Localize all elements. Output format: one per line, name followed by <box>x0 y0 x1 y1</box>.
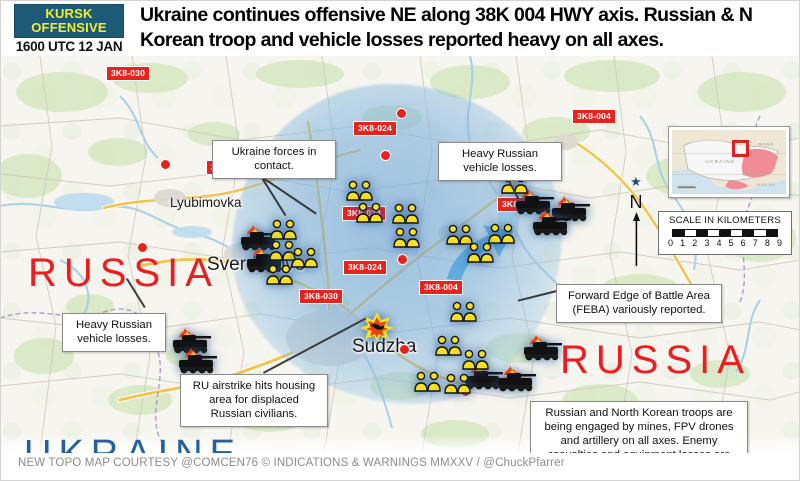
road-label-3k8-030-a: 3K8-030 <box>106 66 151 81</box>
route-node <box>399 344 410 355</box>
road-label-3k8-030-c: 3K8-030 <box>299 289 344 304</box>
troop-unit-icon <box>392 203 419 224</box>
svg-text:UKRAINE: UKRAINE <box>705 159 735 165</box>
destroyed-vehicle-icon <box>179 348 217 374</box>
troop-unit-icon <box>435 335 462 356</box>
destroyed-vehicle-icon <box>241 225 279 251</box>
compass-north-label: N <box>629 192 643 212</box>
troop-unit-icon <box>266 264 293 285</box>
airstrike-explosion-icon <box>360 312 394 341</box>
callout-ukraine-forces-contact: Ukraine forces in contact. <box>212 140 336 180</box>
badge-line-2: OFFENSIVE <box>31 20 107 35</box>
header-bar: KURSK OFFENSIVE 1600 UTC 12 JAN Ukraine … <box>0 0 800 56</box>
troop-unit-icon <box>393 227 420 248</box>
scale-title-label: SCALE IN KILOMETERS <box>668 215 782 226</box>
svg-text:BLACK SEA: BLACK SEA <box>757 183 776 187</box>
troop-unit-icon <box>356 202 383 223</box>
callout-heavy-russian-vehicle-losses-west: Heavy Russian vehicle losses. <box>62 313 166 353</box>
callout-feba-note: Forward Edge of Battle Area (FEBA) vario… <box>556 284 722 324</box>
callout-heavy-russian-vehicle-losses-north: Heavy Russian vehicle losses. <box>438 142 562 182</box>
scale-tick: 9 <box>776 238 782 248</box>
troop-unit-icon <box>446 224 473 245</box>
compass-needle-icon <box>633 212 640 266</box>
troop-unit-icon <box>291 247 318 268</box>
footer-bar: NEW TOPO MAP COURTESY @COMCEN76 © INDICA… <box>0 453 800 481</box>
troop-unit-icon <box>346 180 373 201</box>
route-node <box>160 159 171 170</box>
north-star-icon: ★ <box>630 174 642 189</box>
route-node <box>397 254 408 265</box>
timestamp-label: 1600 UTC 12 JAN <box>15 39 123 54</box>
callout-ru-airstrike-housing: RU airstrike hits housing area for displ… <box>180 374 328 428</box>
inset-area-of-interest-box <box>732 140 749 157</box>
scale-tick: 2 <box>692 238 698 248</box>
scale-tick: 4 <box>716 238 722 248</box>
inset-map-canvas: UKRAINE RUSSIA BLACK SEA <box>672 130 786 194</box>
troop-unit-icon <box>444 373 471 394</box>
destroyed-vehicle-icon <box>498 366 536 392</box>
troop-unit-icon <box>462 349 489 370</box>
svg-text:RUSSIA: RUSSIA <box>758 142 773 147</box>
troop-unit-icon <box>488 223 515 244</box>
troop-unit-icon <box>467 242 494 263</box>
headline-text: Ukraine continues offensive NE along 38K… <box>140 4 753 52</box>
footer-fade <box>0 453 800 467</box>
destroyed-vehicle-icon <box>533 210 571 236</box>
inset-locator-map: UKRAINE RUSSIA BLACK SEA <box>668 126 790 198</box>
map-canvas: RUSSIA RUSSIA UKRAINE Lyubimovka Sverdli… <box>0 56 800 453</box>
destroyed-vehicle-icon <box>465 364 503 390</box>
troop-unit-icon <box>270 219 297 240</box>
town-label-lyubimovka: Lyubimovka <box>170 195 242 210</box>
destroyed-vehicle-icon <box>524 335 562 361</box>
scale-tick: 3 <box>704 238 710 248</box>
troop-unit-icon <box>414 371 441 392</box>
route-node <box>396 108 407 119</box>
route-node <box>137 242 148 253</box>
scale-tick: 0 <box>668 238 674 248</box>
destroyed-vehicle-icon <box>173 328 211 354</box>
scale-bar-box: SCALE IN KILOMETERS 0 1 2 3 4 5 6 7 8 9 <box>658 211 792 255</box>
badge-line-1: KURSK <box>45 6 93 22</box>
road-label-3k8-004-a: 3K8-004 <box>572 109 617 124</box>
road-label-3k8-024-c: 3K8-024 <box>343 260 388 275</box>
road-label-3k8-024-a: 3K8-024 <box>353 121 398 136</box>
troop-unit-icon <box>269 240 296 261</box>
callout-dprk-engagement-note: Russian and North Korean troops are bein… <box>530 401 748 453</box>
scale-tick: 8 <box>764 238 770 248</box>
compass-rose: ★ N <box>623 174 649 266</box>
scale-tick: 6 <box>740 238 746 248</box>
kursk-offensive-badge: KURSK OFFENSIVE <box>14 4 124 38</box>
scale-bar-graphic <box>672 229 778 237</box>
inset-map-graphic: UKRAINE RUSSIA BLACK SEA <box>672 130 786 194</box>
scale-tick: 7 <box>752 238 758 248</box>
scale-tick-labels: 0 1 2 3 4 5 6 7 8 9 <box>668 238 782 248</box>
scale-tick: 1 <box>680 238 686 248</box>
scale-tick: 5 <box>728 238 734 248</box>
credit-line: NEW TOPO MAP COURTESY @COMCEN76 © INDICA… <box>18 457 565 469</box>
route-node <box>380 150 391 161</box>
troop-unit-icon <box>450 301 477 322</box>
road-label-3k8-004-c: 3K8-004 <box>419 280 464 295</box>
